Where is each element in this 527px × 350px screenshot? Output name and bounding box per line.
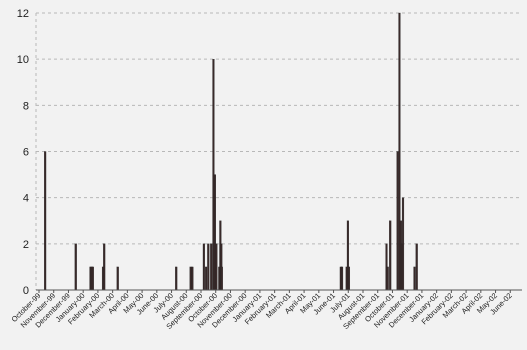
bar-4 [91,266,94,291]
y-tick-label-8: 8 [23,100,29,112]
x-tick-labels: October-99November-99December-99January-… [10,291,514,331]
bar-30 [396,151,399,291]
y-tick-label-10: 10 [17,54,29,66]
y-tick-label-2: 2 [23,239,29,251]
y-tick-label-4: 4 [23,193,29,205]
bars [44,12,418,291]
axes [36,289,522,293]
bar-9 [189,266,192,291]
bar-1 [74,243,77,291]
bar-35 [413,266,416,291]
bar-26 [347,266,351,291]
y-tick-label-0: 0 [23,285,29,297]
y-tick-labels: 0 2 4 6 8 10 12 [17,8,29,297]
gridlines [35,12,522,290]
bar-34 [401,197,405,291]
bar-36 [415,243,418,291]
bar-17 [215,243,218,291]
bar-29 [389,220,392,291]
y-tick-label-12: 12 [17,8,29,20]
bar-23 [340,266,344,291]
bar-13 [207,243,210,291]
bar-12 [205,266,208,291]
bar-0 [44,151,47,291]
bar-28 [386,266,389,291]
bar-11 [202,243,205,291]
bar-14 [210,243,213,291]
bar-6 [103,243,106,291]
bar-10 [191,266,194,291]
bar-8 [175,266,178,291]
bar-7 [116,266,119,291]
bar-21 [220,266,223,291]
y-tick-label-6: 6 [23,147,29,159]
